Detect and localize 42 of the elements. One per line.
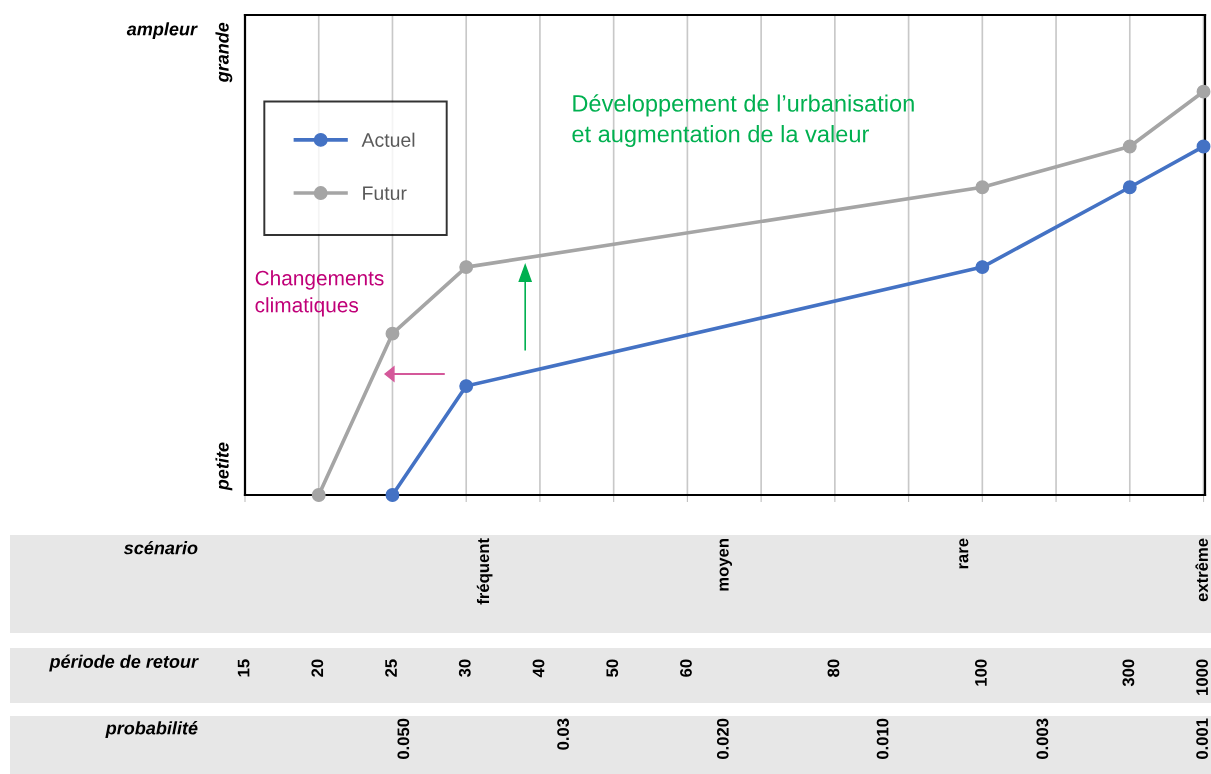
text: 0.03 (557, 718, 570, 750)
y-axis-title: ampleur (126, 22, 198, 40)
x-tick-label: 1000 (1196, 659, 1208, 695)
x-tick-label: 20 (311, 659, 324, 677)
legend-label: Actuel (361, 132, 415, 147)
x-tick-label: 300 (1122, 659, 1135, 687)
point (975, 180, 990, 195)
point (1196, 139, 1211, 154)
point (385, 488, 400, 502)
x-tick-label: 30 (458, 659, 471, 678)
point (311, 488, 326, 502)
point (1122, 180, 1137, 195)
text: grande (215, 22, 233, 83)
text: 0.050 (397, 718, 410, 760)
text: moyen (719, 539, 733, 591)
x-tick-label: 60 (680, 659, 692, 677)
point (459, 260, 474, 275)
text: probabilité (105, 721, 198, 739)
point (1196, 84, 1211, 99)
x-tick-label: 25 (385, 659, 397, 677)
legend-label: Futur (363, 186, 407, 201)
text: petite (215, 442, 233, 491)
annotation: Développement de l’urbanisation et augmentation de la valeur (572, 94, 914, 148)
point (1122, 139, 1137, 154)
text: 0.001 (1196, 718, 1208, 760)
x-tick-label: 100 (975, 659, 987, 686)
point (385, 326, 400, 341)
text: scénario (123, 540, 198, 555)
text: 0.010 (876, 718, 889, 760)
point (459, 379, 474, 394)
x-tick-label: 15 (237, 659, 250, 677)
x-tick-label: 50 (606, 659, 619, 677)
x-tick-label: 80 (827, 659, 840, 677)
point (975, 260, 990, 275)
x-axis-title: période de retour (49, 654, 199, 672)
text: extrême (1195, 538, 1208, 602)
text: fréquent (476, 538, 493, 605)
text: 0.020 (716, 718, 729, 760)
text: rare (959, 538, 969, 569)
annotation: Changements climatiques (255, 270, 384, 317)
x-tick-label: 40 (532, 659, 545, 678)
text: 0.003 (1036, 718, 1049, 760)
